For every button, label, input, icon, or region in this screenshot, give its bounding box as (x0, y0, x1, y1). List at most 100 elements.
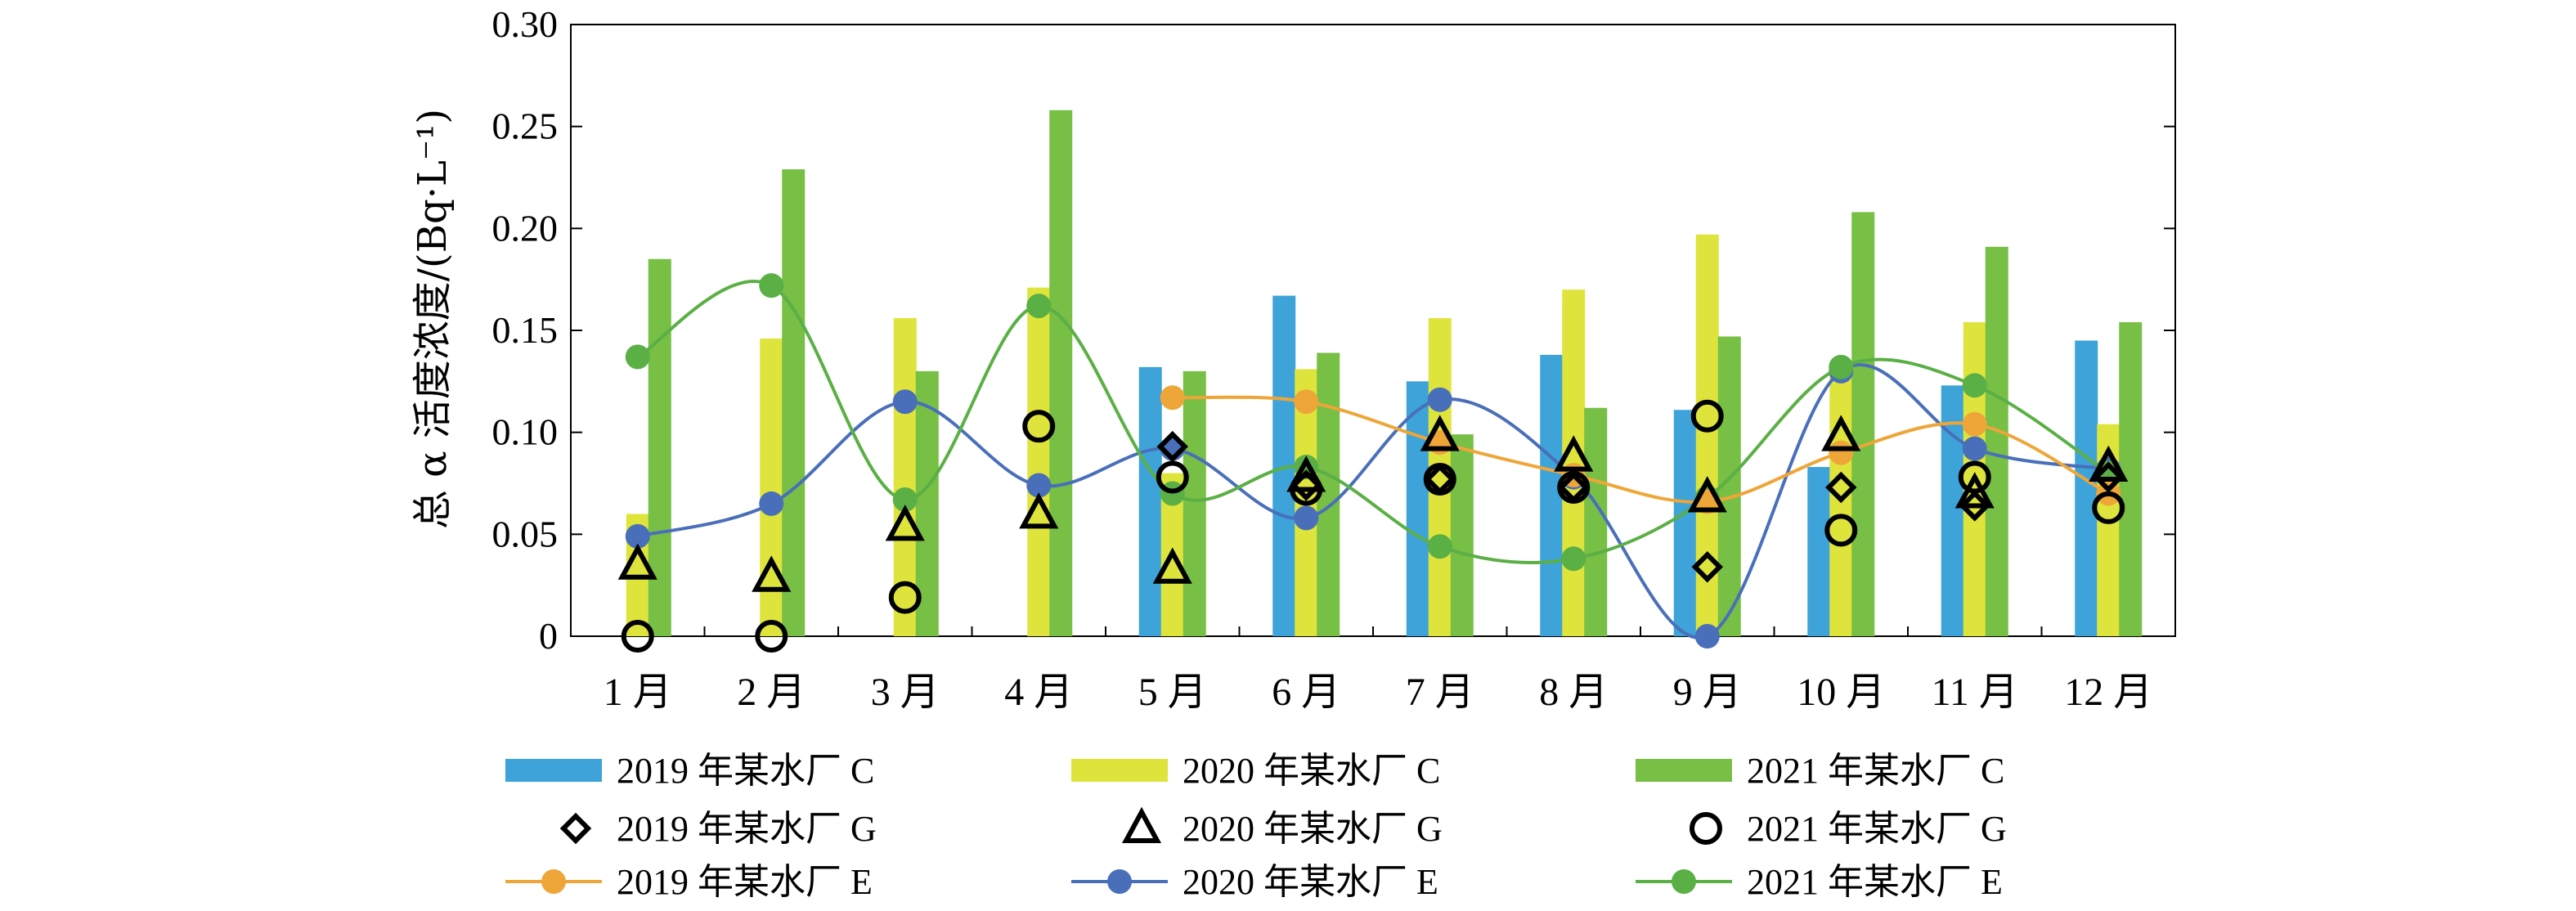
y-axis-label: 总 α 活度浓度/(Bq·L⁻¹) (410, 109, 456, 529)
triangle-marker (885, 505, 925, 541)
line-point (625, 523, 650, 549)
legend-label: 2020 年某水厂 E (1183, 862, 1438, 902)
bar (1049, 110, 1073, 637)
circle-marker (1824, 514, 1858, 547)
triangle-marker (752, 555, 792, 592)
bar (760, 338, 783, 636)
triangle-marker (1121, 806, 1162, 843)
bar (1183, 370, 1206, 636)
circle-marker (1690, 812, 1722, 845)
circle-marker (755, 620, 788, 653)
triangle-marker (1554, 435, 1594, 472)
bar (1540, 354, 1564, 636)
bar (2075, 340, 2098, 636)
line-point (1294, 389, 1319, 415)
diamond-marker (559, 812, 592, 845)
bar (2097, 424, 2120, 636)
circle-marker (888, 581, 922, 614)
bar (1406, 381, 1429, 636)
line-point (1829, 440, 1854, 465)
y-tick-label: 0.05 (492, 513, 559, 554)
x-tick-label: 1 月 (604, 671, 672, 714)
legend-label: 2020 年某水厂 C (1183, 751, 1440, 791)
legend-swatch-point (541, 869, 566, 894)
triangle-marker (1152, 547, 1192, 584)
bar (1851, 212, 1875, 636)
line-point (1962, 373, 1987, 398)
line-point (1026, 294, 1052, 319)
x-tick-label: 12 月 (2064, 671, 2152, 714)
circle-marker (1557, 470, 1591, 504)
circle-marker (1423, 463, 1456, 496)
bar (1584, 407, 1608, 636)
bar (782, 169, 806, 636)
plot-area (570, 24, 2176, 637)
x-tick-label: 2 月 (737, 671, 806, 714)
legend-swatch-bar (1636, 759, 1732, 782)
x-tick-label: 4 月 (1004, 671, 1073, 714)
x-tick-label: 8 月 (1539, 671, 1608, 714)
triangle-marker (1019, 492, 1059, 529)
legend-label: 2019 年某水厂 G (617, 809, 877, 849)
bar-layer (626, 110, 2143, 637)
y-tick-label: 0.20 (492, 207, 559, 249)
diamond-marker (2093, 461, 2125, 493)
legend-label: 2020 年某水厂 G (1183, 809, 1443, 849)
circle-marker (1958, 460, 1991, 494)
circle-marker (1690, 399, 1724, 433)
legend-swatch-point (1107, 869, 1132, 894)
y-tick-label: 0.25 (492, 105, 559, 147)
line-point (1026, 473, 1052, 498)
line-point (1561, 546, 1586, 572)
circle-marker (621, 620, 654, 653)
circle-marker (1156, 460, 1189, 494)
plot-frame (570, 24, 2176, 637)
bar (1138, 366, 1162, 636)
line-point (892, 389, 918, 415)
x-tick-label: 11 月 (1932, 671, 2018, 714)
line-point (1962, 436, 1987, 461)
legend-label: 2019 年某水厂 E (617, 862, 873, 902)
line-point (1427, 387, 1452, 412)
line-point (892, 487, 918, 512)
triangle-marker (617, 543, 657, 580)
x-tick-label: 5 月 (1138, 671, 1207, 714)
triangle-marker (2089, 445, 2129, 482)
y-tick-label: 0.30 (492, 3, 559, 45)
diamond-marker (1825, 471, 1857, 504)
circle-marker (1022, 410, 1056, 443)
triangle-marker (1821, 415, 1861, 451)
bar (1450, 434, 1474, 636)
legend: 2019 年某水厂 C 2020 年某水厂 C 2021 年某水厂 C 2019 年某… (505, 751, 2007, 902)
line-point (759, 273, 784, 298)
legend-swatch-point (1672, 869, 1696, 894)
bar (1807, 467, 1831, 636)
triangle-marker (1420, 415, 1460, 451)
diamond-marker (1156, 430, 1188, 463)
bar (648, 258, 671, 636)
series-line (1172, 395, 2110, 504)
marker-layer (617, 399, 2129, 653)
line-point (759, 491, 784, 516)
circle-marker (2092, 491, 2125, 524)
diamond-marker (1959, 490, 1990, 522)
bar (1027, 287, 1051, 636)
bar (1673, 410, 1697, 636)
legend-label: 2021 年某水厂 C (1747, 751, 2004, 791)
y-tick-label: 0 (539, 615, 558, 657)
legend-swatch-bar (505, 759, 602, 782)
bar (1829, 375, 1853, 636)
circle-marker (1290, 473, 1323, 506)
legend-label: 2021 年某水厂 G (1747, 809, 2007, 849)
line-point (1160, 385, 1185, 411)
x-tick-label: 3 月 (871, 671, 940, 714)
legend-label: 2019 年某水厂 C (617, 751, 874, 791)
line-point (1962, 411, 1987, 437)
x-tick-label: 6 月 (1272, 671, 1340, 714)
legend-swatch-bar (1071, 759, 1168, 782)
line-point (1829, 354, 1854, 379)
x-tick-label: 7 月 (1406, 671, 1474, 714)
y-tick-label: 0.15 (492, 309, 559, 351)
line-point (1427, 534, 1452, 559)
